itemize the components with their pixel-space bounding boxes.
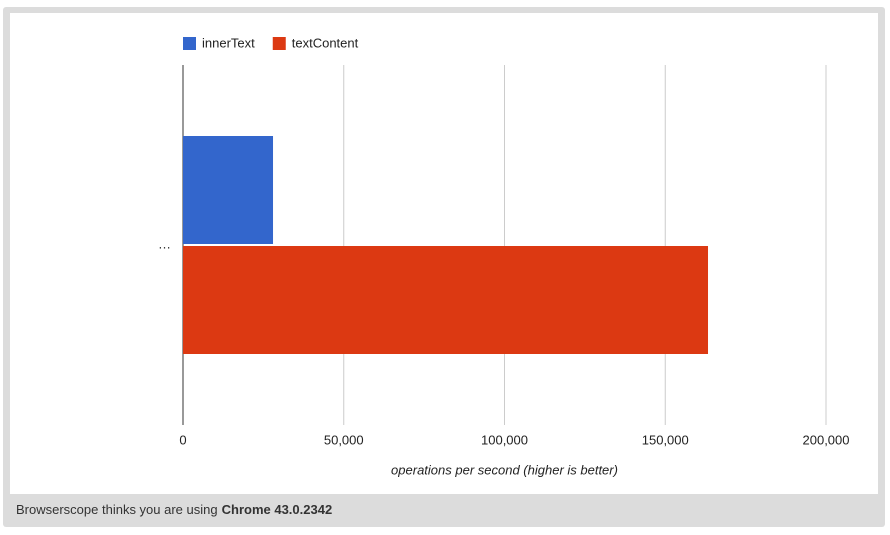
chart: 0 50,000 100,000 150,000 200,000 operations p… — [10, 13, 878, 494]
legend-swatch — [183, 37, 196, 50]
legend-label: innerText — [202, 35, 255, 50]
legend-label: textContent — [292, 35, 359, 50]
x-tick-label: 200,000 — [803, 432, 850, 447]
bar — [183, 136, 274, 244]
footer-text: Browserscope thinks you are using — [16, 502, 218, 517]
x-axis-title: operations per second (higher is better) — [391, 462, 618, 477]
bar — [183, 246, 709, 354]
legend-swatch — [272, 37, 286, 50]
x-tick-label: 150,000 — [642, 432, 689, 447]
x-tick-label: 50,000 — [324, 432, 364, 447]
browser-name: Chrome 43.0.2342 — [221, 502, 333, 517]
x-tick-label: 100,000 — [481, 432, 528, 447]
footer: Browserscope thinks you are using Chrome … — [16, 502, 332, 517]
y-tick-label: … — [158, 236, 171, 251]
x-tick-label: 0 — [179, 432, 186, 447]
